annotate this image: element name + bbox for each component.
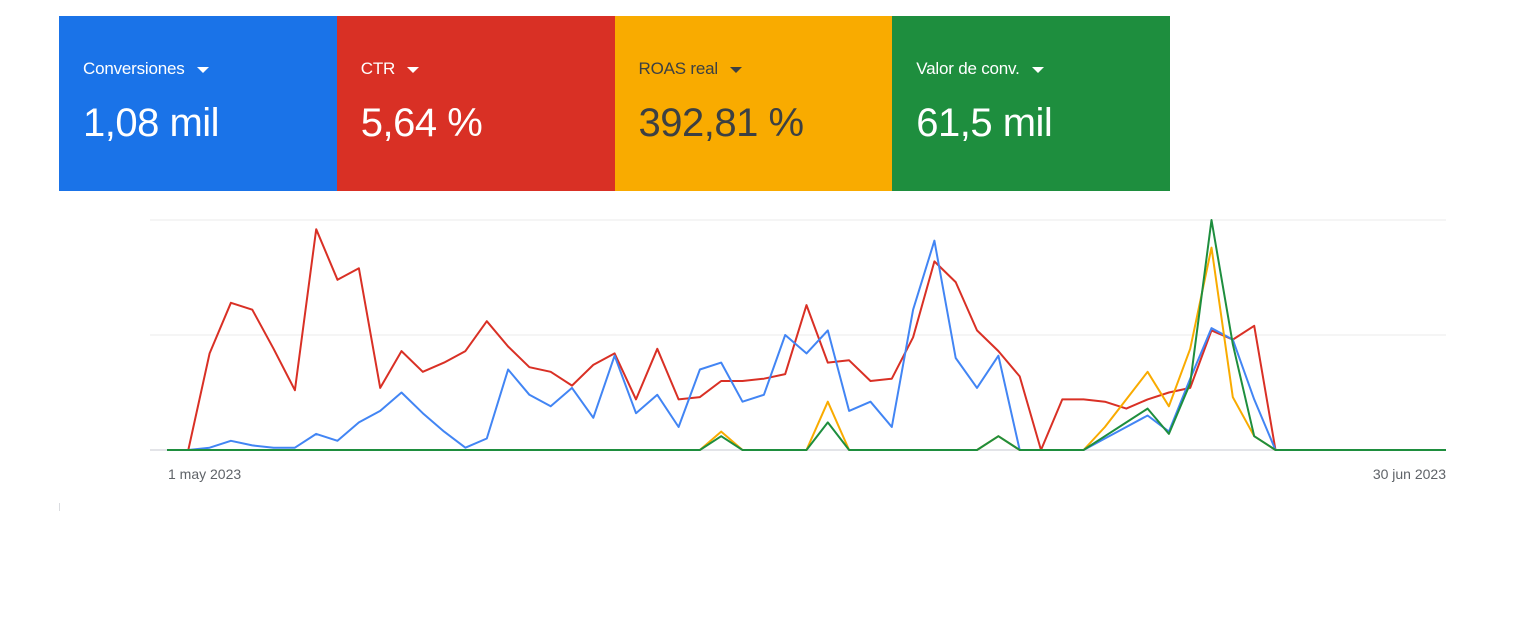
metric-card-header[interactable]: Valor de conv.: [916, 54, 1170, 84]
metric-value: 61,5 mil: [916, 101, 1053, 145]
caret-down-icon[interactable]: [1031, 67, 1044, 73]
metric-label: ROAS real: [638, 59, 719, 78]
series-line-ctr: [167, 228, 1446, 451]
metric-card-header[interactable]: CTR: [361, 54, 615, 84]
x-axis-start-label: 1 may 2023: [168, 466, 241, 482]
metric-value: 5,64 %: [360, 101, 483, 145]
caret-down-icon[interactable]: [729, 67, 742, 73]
metric-card-0[interactable]: Conversiones 1,08 mil: [59, 16, 337, 191]
series-line-roas_real: [167, 246, 1446, 451]
x-axis-end-label: 30 jun 2023: [1373, 466, 1446, 482]
series-line-valor_conv: [167, 219, 1446, 451]
metric-card-header[interactable]: Conversiones: [83, 54, 337, 84]
metric-label: Conversiones: [83, 59, 185, 78]
left-edge-mark: [59, 503, 62, 511]
line-chart: 1 may 2023 30 jun 2023: [150, 219, 1446, 482]
metric-card-3[interactable]: Valor de conv. 61,5 mil: [892, 16, 1170, 191]
caret-down-icon[interactable]: [407, 67, 420, 73]
caret-down-icon[interactable]: [196, 67, 209, 73]
metric-cards: Conversiones 1,08 mil CTR 5,64 % ROAS real 39…: [59, 16, 1170, 191]
metric-card-1[interactable]: CTR 5,64 %: [336, 16, 615, 191]
metric-label: Valor de conv.: [916, 59, 1020, 78]
metric-value: 392,81 %: [638, 101, 805, 145]
metric-value: 1,08 mil: [83, 101, 220, 145]
metric-card-header[interactable]: ROAS real: [639, 54, 893, 84]
chart-series: [167, 219, 1446, 451]
metric-label: CTR: [360, 59, 396, 78]
metric-card-2[interactable]: ROAS real 392,81 %: [614, 16, 893, 191]
